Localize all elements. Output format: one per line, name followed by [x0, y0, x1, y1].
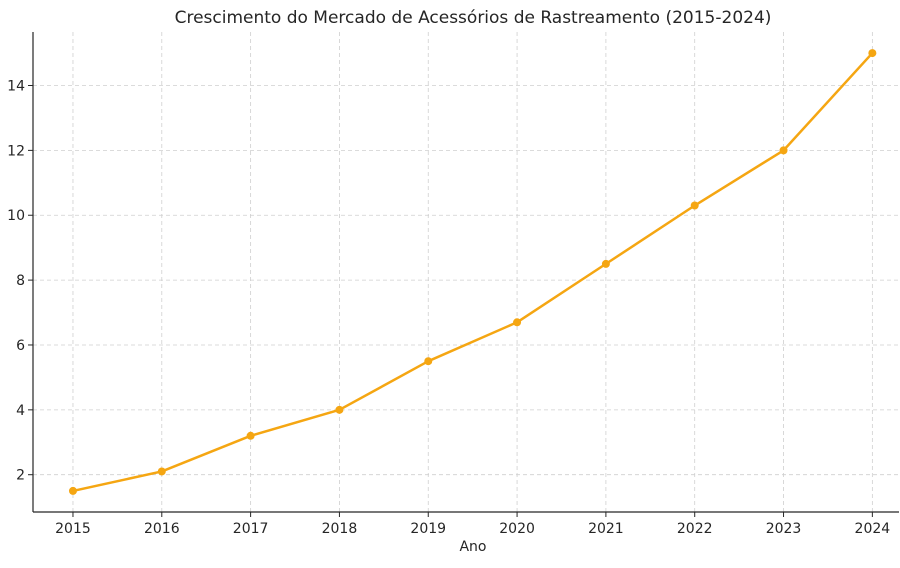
x-axis-label: Ano [459, 539, 486, 555]
y-tick-label: 2 [16, 468, 25, 484]
data-point [68, 486, 77, 495]
data-point [601, 259, 610, 268]
grid [33, 32, 899, 512]
x-tick-label: 2016 [144, 521, 180, 537]
x-tick-label: 2018 [322, 521, 358, 537]
series-line [71, 51, 874, 493]
data-point [690, 201, 699, 210]
data-point [779, 146, 788, 155]
x-tick-label: 2021 [588, 521, 624, 537]
data-point [157, 467, 166, 476]
data-point [513, 318, 522, 327]
x-tick-label: 2023 [766, 521, 802, 537]
data-point [246, 431, 255, 440]
y-tick-label: 12 [7, 143, 25, 159]
y-tick-label: 4 [16, 403, 25, 419]
y-tick-label: 10 [7, 208, 25, 224]
x-tick-label: 2015 [55, 521, 91, 537]
x-tick-label: 2024 [855, 521, 891, 537]
axes: 2015 2016 2017 2018 2019 2020 2021 2022 2023 2024… [7, 32, 899, 537]
x-tick-label: 2017 [233, 521, 269, 537]
chart-title: Crescimento do Mercado de Acessórios de … [175, 8, 772, 28]
data-point [424, 357, 433, 366]
data-point [335, 405, 344, 414]
y-tick-label: 6 [16, 338, 25, 354]
x-tick-label: 2019 [410, 521, 446, 537]
y-tick-label: 8 [16, 273, 25, 289]
data-point [868, 49, 877, 58]
series [68, 49, 877, 495]
x-tick-label: 2020 [499, 521, 535, 537]
x-tick-label: 2022 [677, 521, 713, 537]
y-tick-label: 14 [7, 79, 25, 95]
